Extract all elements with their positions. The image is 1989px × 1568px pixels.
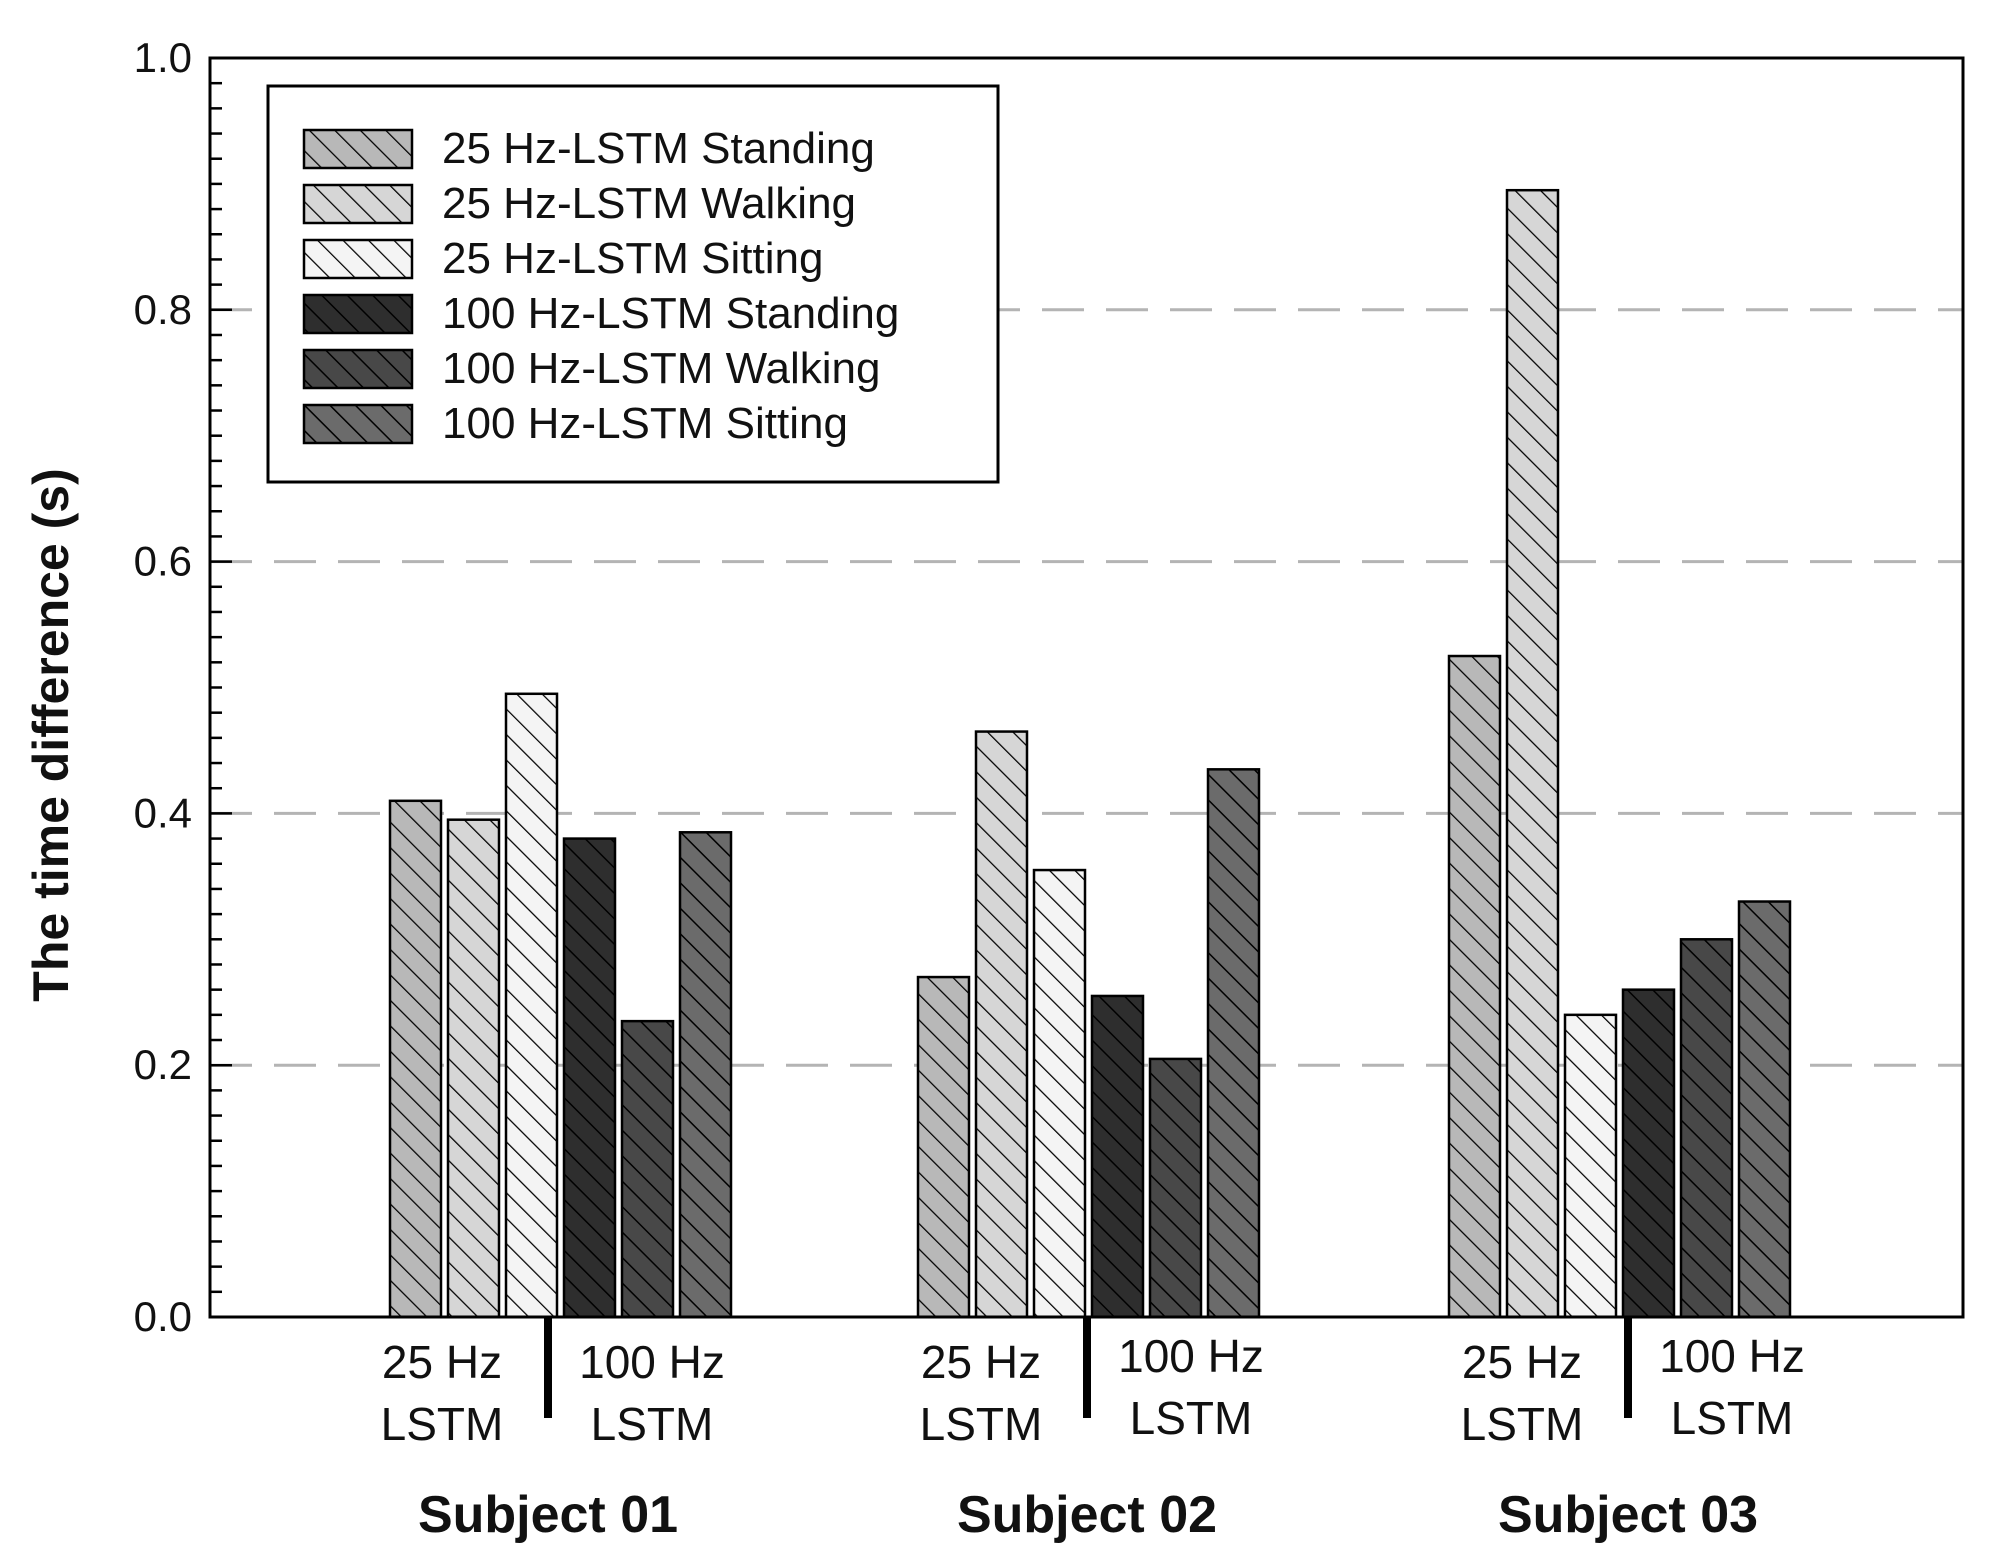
legend: 25 Hz-LSTM Standing 25 Hz-LSTM Walking 25 … [266, 84, 1000, 484]
bars [388, 188, 1792, 1319]
group-sublabel-25hz: LSTM [1461, 1398, 1584, 1450]
x-labels: 25 Hz LSTM 100 Hz LSTM Subject 01 25 Hz LSTM 10… [381, 1318, 1805, 1544]
legend-swatch-hatch [304, 295, 412, 333]
bar-hatch [564, 838, 615, 1317]
subject-label: Subject 02 [957, 1486, 1217, 1544]
bar-hatch [1034, 870, 1085, 1317]
bar-hatch [976, 731, 1027, 1317]
group-sublabel-100hz: LSTM [1130, 1392, 1253, 1444]
group-sublabel-25hz: 25 Hz [382, 1336, 502, 1388]
y-tick-label: 1.0 [134, 34, 192, 81]
bar-hatch [1092, 995, 1143, 1317]
bar-hatch [1623, 989, 1674, 1317]
legend-label: 25 Hz-LSTM Standing [442, 124, 875, 173]
y-tick-label: 0.6 [134, 538, 192, 585]
bar-hatch [1208, 769, 1259, 1317]
bar-hatch [1449, 656, 1500, 1317]
bar-hatch [622, 1021, 673, 1317]
legend-label: 25 Hz-LSTM Walking [442, 179, 856, 228]
bar-hatch [1739, 901, 1790, 1317]
legend-swatch-hatch [304, 350, 412, 388]
group-sublabel-100hz: LSTM [591, 1398, 714, 1450]
bar-hatch [1507, 190, 1558, 1317]
bar-hatch [918, 977, 969, 1317]
group-sublabel-25hz: 25 Hz [921, 1336, 1041, 1388]
y-ticks: 0.0 0.2 0.4 0.6 0.8 1.0 [134, 34, 232, 1340]
legend-label: 100 Hz-LSTM Sitting [442, 399, 848, 448]
y-axis-label: The time difference (s) [23, 468, 79, 1001]
group-sublabel-25hz: 25 Hz [1462, 1336, 1582, 1388]
bar-hatch [506, 693, 557, 1317]
legend-swatch-hatch [304, 240, 412, 278]
bar-hatch [448, 819, 499, 1317]
y-tick-label: 0.2 [134, 1041, 192, 1088]
bar-hatch [1565, 1014, 1616, 1317]
legend-label: 25 Hz-LSTM Sitting [442, 234, 823, 283]
legend-swatch-hatch [304, 185, 412, 223]
group-sublabel-100hz: LSTM [1671, 1392, 1794, 1444]
group-sublabel-100hz: 100 Hz [1118, 1330, 1264, 1382]
group-sublabel-25hz: LSTM [920, 1398, 1043, 1450]
bar-hatch [390, 800, 441, 1317]
y-tick-label: 0.8 [134, 286, 192, 333]
group-sublabel-100hz: 100 Hz [1659, 1330, 1805, 1382]
legend-label: 100 Hz-LSTM Standing [442, 289, 899, 338]
legend-swatch-hatch [304, 405, 412, 443]
bar-hatch [680, 832, 731, 1317]
bar-hatch [1681, 939, 1732, 1317]
subject-label: Subject 01 [418, 1486, 678, 1544]
group-sublabel-25hz: LSTM [381, 1398, 504, 1450]
legend-swatch-hatch [304, 130, 412, 168]
bar-hatch [1150, 1058, 1201, 1317]
y-tick-label: 0.0 [134, 1293, 192, 1340]
subject-label: Subject 03 [1498, 1486, 1758, 1544]
legend-label: 100 Hz-LSTM Walking [442, 344, 881, 393]
group-sublabel-100hz: 100 Hz [579, 1336, 725, 1388]
y-tick-label: 0.4 [134, 789, 192, 836]
